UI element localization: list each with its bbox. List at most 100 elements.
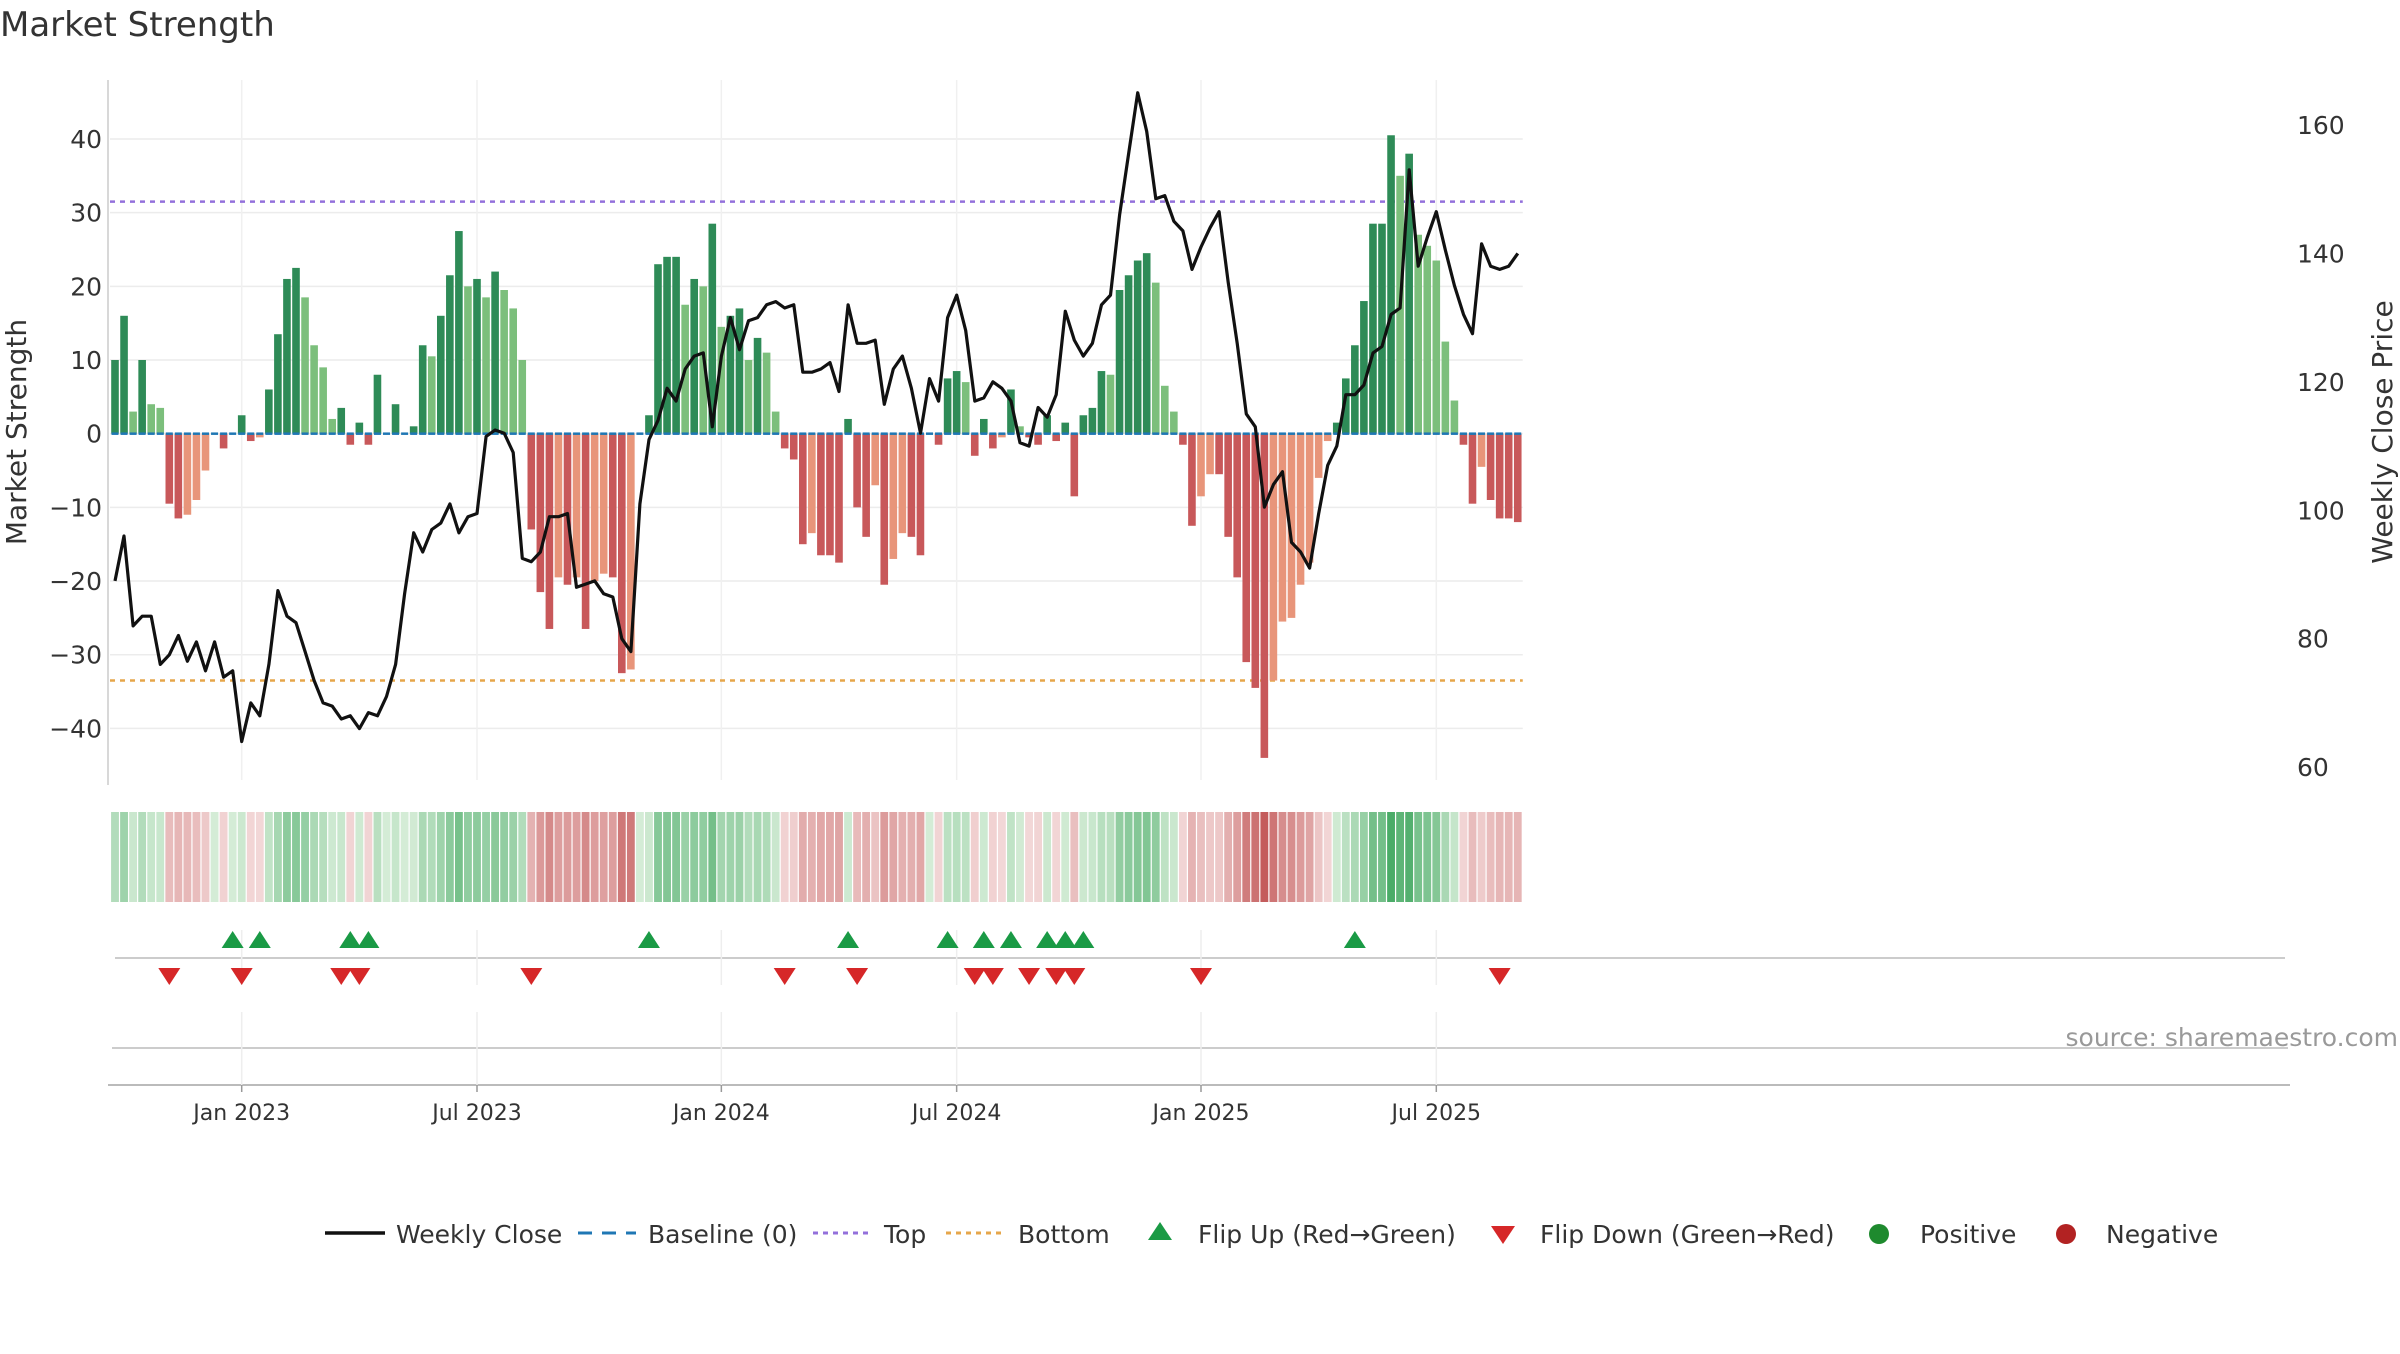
heat-cell (1324, 812, 1332, 902)
heat-cell (500, 812, 508, 902)
strength-bar (1134, 261, 1142, 434)
heat-cell (645, 812, 653, 902)
flip-up-marker (1344, 931, 1366, 948)
heat-cell (1333, 812, 1341, 902)
heat-cell (401, 812, 409, 902)
flip-up-marker (1054, 931, 1076, 948)
heat-cell (437, 812, 445, 902)
heat-cell (1251, 812, 1259, 902)
heat-cell (826, 812, 834, 902)
strength-bar (989, 434, 997, 449)
strength-bar (1143, 253, 1151, 434)
flip-up-marker (837, 931, 859, 948)
right-y-axis-label: Weekly Close Price (2366, 300, 2399, 563)
heat-cell (1487, 812, 1495, 902)
flip-up-marker (1072, 931, 1094, 948)
strength-bar (1215, 434, 1223, 475)
strength-bar (1107, 375, 1115, 434)
heat-cell (1387, 812, 1395, 902)
right-tick-label: 80 (2297, 625, 2329, 654)
heat-cell (1233, 812, 1241, 902)
x-tick-label: Jan 2024 (671, 1101, 770, 1126)
strength-bar (482, 297, 490, 433)
strength-bar (1378, 224, 1386, 434)
strength-bar (156, 408, 164, 434)
strength-bar (1206, 434, 1214, 475)
legend-weekly-close-label: Weekly Close (396, 1220, 562, 1249)
strength-bar (337, 408, 345, 434)
heat-cell (392, 812, 400, 902)
heat-cell (518, 812, 526, 902)
heat-cell (138, 812, 146, 902)
strength-bar (347, 434, 355, 445)
flip-up-marker (1000, 931, 1022, 948)
strength-bar (129, 412, 137, 434)
legend-baseline-label: Baseline (0) (648, 1220, 797, 1249)
strength-bar (283, 279, 291, 434)
heat-cell (1514, 812, 1522, 902)
heat-cell (672, 812, 680, 902)
strength-bar (1369, 224, 1377, 434)
heat-cell (1079, 812, 1087, 902)
heat-cell (545, 812, 553, 902)
strength-bar (1152, 283, 1160, 434)
heat-cell (1025, 812, 1033, 902)
heat-cell (1369, 812, 1377, 902)
right-y-axis: 1601401201008060 (2297, 111, 2345, 782)
heat-cell (193, 812, 201, 902)
heat-cell (726, 812, 734, 902)
strength-bar (862, 434, 870, 537)
heat-cell (1288, 812, 1296, 902)
flip-down-marker (520, 968, 542, 985)
heat-cell (917, 812, 925, 902)
heat-cell (536, 812, 544, 902)
heat-cell (328, 812, 336, 902)
strength-bar (1460, 434, 1468, 445)
heat-cell (926, 812, 934, 902)
flip-down-marker (964, 968, 986, 985)
heat-cell (1478, 812, 1486, 902)
heat-cell (364, 812, 372, 902)
legend-positive-label: Positive (1920, 1220, 2016, 1249)
heat-cell (202, 812, 210, 902)
strength-bar (908, 434, 916, 537)
heat-cell (1450, 812, 1458, 902)
heat-cell (600, 812, 608, 902)
strength-bar (1514, 434, 1522, 522)
x-tick-label: Jan 2025 (1151, 1101, 1250, 1126)
heat-cell (310, 812, 318, 902)
strength-bar (890, 434, 898, 559)
heat-cell (165, 812, 173, 902)
strength-bar (853, 434, 861, 508)
heat-cell (1161, 812, 1169, 902)
heat-cell (1152, 812, 1160, 902)
heat-cell (663, 812, 671, 902)
flip-markers-panel (115, 930, 2285, 985)
left-y-axis: 403020100−10−20−30−40 (49, 80, 108, 785)
chart-canvas: Market Strength 403020100−10−20−30−40 16… (0, 0, 2400, 1350)
flip-up-marker (638, 931, 660, 948)
strength-bar (564, 434, 572, 585)
heat-cell (1396, 812, 1404, 902)
strength-bar (953, 371, 961, 434)
heat-cell (292, 812, 300, 902)
source-credit: source: sharemaestro.com (2066, 1023, 2399, 1052)
strength-bar (1270, 434, 1278, 681)
heat-cell (1098, 812, 1106, 902)
strength-bar (1170, 412, 1178, 434)
heat-cell (1279, 812, 1287, 902)
legend: Weekly Close Baseline (0) Top Bottom Fli… (325, 1220, 2218, 1249)
strength-bar (265, 389, 273, 433)
legend-bottom-label: Bottom (1018, 1220, 1110, 1249)
heat-cell (609, 812, 617, 902)
heat-cell (1116, 812, 1124, 902)
heat-cell (699, 812, 707, 902)
legend-flip-up-icon (1148, 1222, 1172, 1240)
strength-bar (1116, 290, 1124, 434)
strength-bar (1478, 434, 1486, 467)
heat-cell (1469, 812, 1477, 902)
flip-down-marker (774, 968, 796, 985)
strength-bar (138, 360, 146, 434)
strength-bar (1188, 434, 1196, 526)
heat-cell (989, 812, 997, 902)
